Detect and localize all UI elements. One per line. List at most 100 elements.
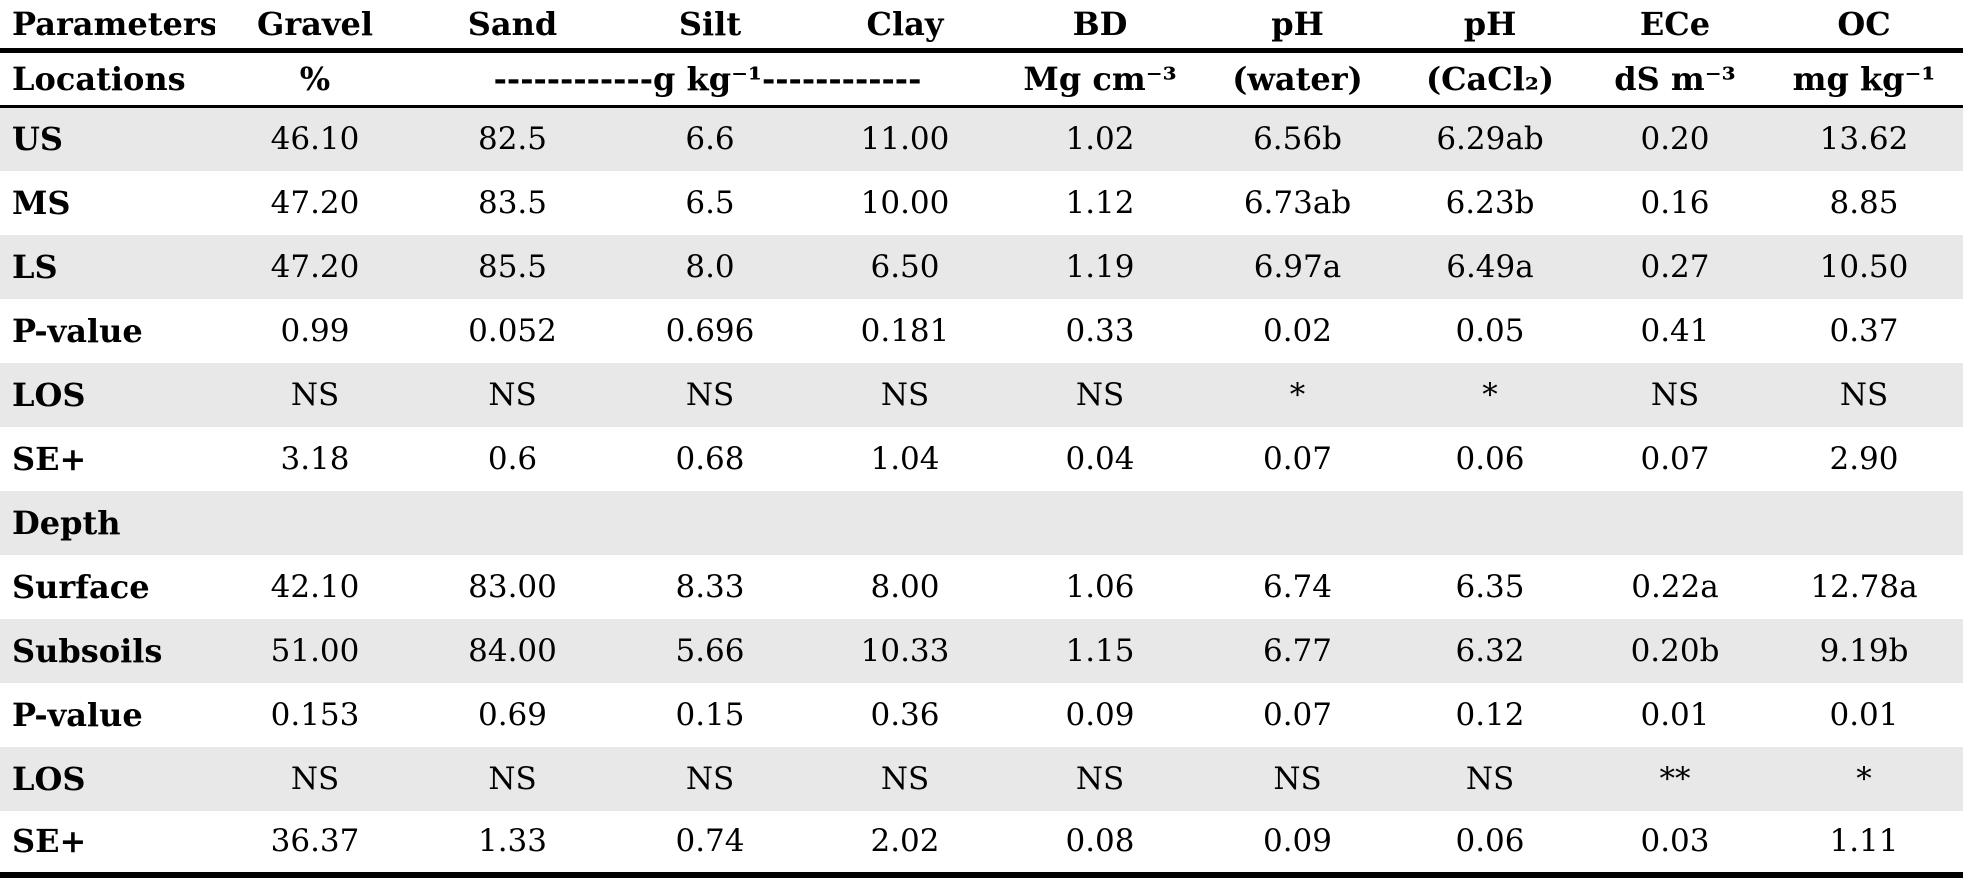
row-label: US: [12, 120, 64, 159]
table-cell: 6.97a: [1253, 248, 1342, 285]
row-label: MS: [12, 183, 71, 222]
table-cell: 0.68: [675, 440, 745, 477]
table-cell: **: [1659, 760, 1691, 797]
table-cell: 47.20: [270, 248, 360, 285]
table-cell: NS: [685, 760, 735, 797]
table-cell: NS: [685, 376, 735, 413]
table-cell: 0.04: [1065, 440, 1135, 477]
table-cell: 82.5: [477, 121, 548, 158]
table-cell: 0.08: [1065, 823, 1135, 859]
row-label: SE+: [12, 439, 87, 478]
table-cell: [610, 491, 810, 555]
table-cell: [1765, 491, 1963, 555]
table-cell: 2.02: [870, 823, 940, 859]
table-cell: 0.16: [1640, 184, 1710, 221]
table-cell: [1395, 491, 1585, 555]
unit-oc: mg kg⁻¹: [1765, 50, 1963, 108]
table-cell: NS: [290, 760, 340, 797]
table-cell: 0.09: [1065, 696, 1135, 733]
col-header-gravel: Gravel: [215, 0, 415, 53]
row-label: Depth: [12, 503, 121, 542]
table-cell: NS: [488, 760, 537, 797]
table-cell: NS: [1650, 376, 1700, 413]
unit-texture: ------------g kg⁻¹------------: [415, 50, 1000, 108]
table-cell: 6.6: [685, 121, 735, 158]
table-cell: 9.19b: [1819, 632, 1909, 669]
unit-ph-water: (water): [1200, 50, 1395, 108]
table-cell: 0.6: [487, 440, 538, 477]
table-cell: 42.10: [270, 568, 360, 605]
table-cell: 6.77: [1262, 632, 1333, 669]
col-header-ph-water: pH: [1200, 0, 1395, 53]
row-label: SE+: [12, 822, 87, 860]
table-cell: 0.27: [1640, 248, 1710, 285]
table-cell: [215, 491, 415, 555]
table-cell: 0.181: [860, 312, 950, 349]
table-cell: 0.07: [1640, 440, 1710, 477]
table-cell: NS: [880, 376, 930, 413]
table-cell: 0.01: [1640, 696, 1710, 733]
table-cell: 47.20: [270, 184, 360, 221]
table-cell: 8.33: [675, 568, 745, 605]
table-cell: 0.052: [468, 312, 557, 349]
unit-ph-cacl2: (CaCl₂): [1395, 50, 1585, 108]
table-row: LS 47.20 85.5 8.0 6.50 1.19 6.97a 6.49a 0.27 10.5…: [0, 234, 1963, 299]
table-cell: 0.02: [1262, 312, 1333, 349]
table-cell: 6.23b: [1445, 184, 1535, 221]
col-header-silt: Silt: [610, 0, 810, 53]
table-cell: NS: [1075, 376, 1125, 413]
table-cell: NS: [1839, 376, 1889, 413]
table-cell: 5.66: [675, 632, 745, 669]
unit-gravel: %: [215, 50, 415, 108]
table-row: LOS NS NS NS NS NS * * NS NS: [0, 362, 1963, 427]
table-cell: [1585, 491, 1765, 555]
row-label: Subsoils: [12, 631, 163, 670]
table-cell: 0.22a: [1631, 568, 1719, 605]
table-cell: 1.02: [1065, 121, 1135, 158]
table-cell: 3.18: [280, 440, 350, 477]
table-cell: 11.00: [860, 121, 950, 158]
table-cell: 83.5: [477, 184, 548, 221]
table-cell: 0.07: [1262, 696, 1333, 733]
table-cell: 10.00: [860, 184, 950, 221]
col-header-ph-cacl2: pH: [1395, 0, 1585, 53]
table-cell: [1200, 491, 1395, 555]
table-cell: 10.33: [860, 632, 950, 669]
row-label: P-value: [12, 311, 143, 350]
table-cell: 0.41: [1640, 312, 1710, 349]
header-row: Parameters Gravel Sand Silt Clay BD pH p…: [0, 0, 1963, 53]
table-cell: 0.20: [1640, 121, 1710, 158]
table-cell: *: [1289, 376, 1306, 413]
row-label: LS: [12, 247, 58, 286]
table-cell: NS: [488, 376, 537, 413]
table-cell: 51.00: [270, 632, 360, 669]
table-cell: 6.49a: [1446, 248, 1534, 285]
table-cell: 46.10: [270, 121, 360, 158]
table-cell: 0.12: [1455, 696, 1525, 733]
table-cell: 6.50: [870, 248, 940, 285]
table-cell: 8.0: [685, 248, 735, 285]
table-cell: 0.03: [1640, 823, 1710, 859]
table-row: US 46.10 82.5 6.6 11.00 1.02 6.56b 6.29ab 0.20 13…: [0, 106, 1963, 171]
table-cell: NS: [290, 376, 340, 413]
table-cell: 0.696: [665, 312, 755, 349]
table-row: SE+ 36.37 1.33 0.74 2.02 0.08 0.09 0.06 0.03 1.11: [0, 811, 1963, 875]
unit-bd: Mg cm⁻³: [1000, 50, 1200, 108]
table-cell: 8.85: [1829, 184, 1899, 221]
table-row: Subsoils 51.00 84.00 5.66 10.33 1.15 6.77 6.32 0…: [0, 618, 1963, 683]
table-body: US 46.10 82.5 6.6 11.00 1.02 6.56b 6.29ab 0.20 13…: [0, 106, 1963, 875]
table-cell: 0.05: [1455, 312, 1525, 349]
table-row: P-value 0.153 0.69 0.15 0.36 0.09 0.07 0.12 0.01…: [0, 683, 1963, 747]
row-label: LOS: [12, 759, 86, 798]
table-cell: 1.33: [477, 823, 548, 859]
table-cell: [1000, 491, 1200, 555]
table-cell: 1.11: [1829, 823, 1899, 859]
section-row: Depth: [0, 490, 1963, 555]
table-cell: *: [1482, 376, 1498, 413]
table-cell: 6.29ab: [1436, 121, 1544, 158]
table-cell: 36.37: [270, 823, 360, 859]
subheader-locations: Locations: [0, 50, 215, 108]
table-cell: [810, 491, 1000, 555]
col-header-sand: Sand: [415, 0, 610, 53]
